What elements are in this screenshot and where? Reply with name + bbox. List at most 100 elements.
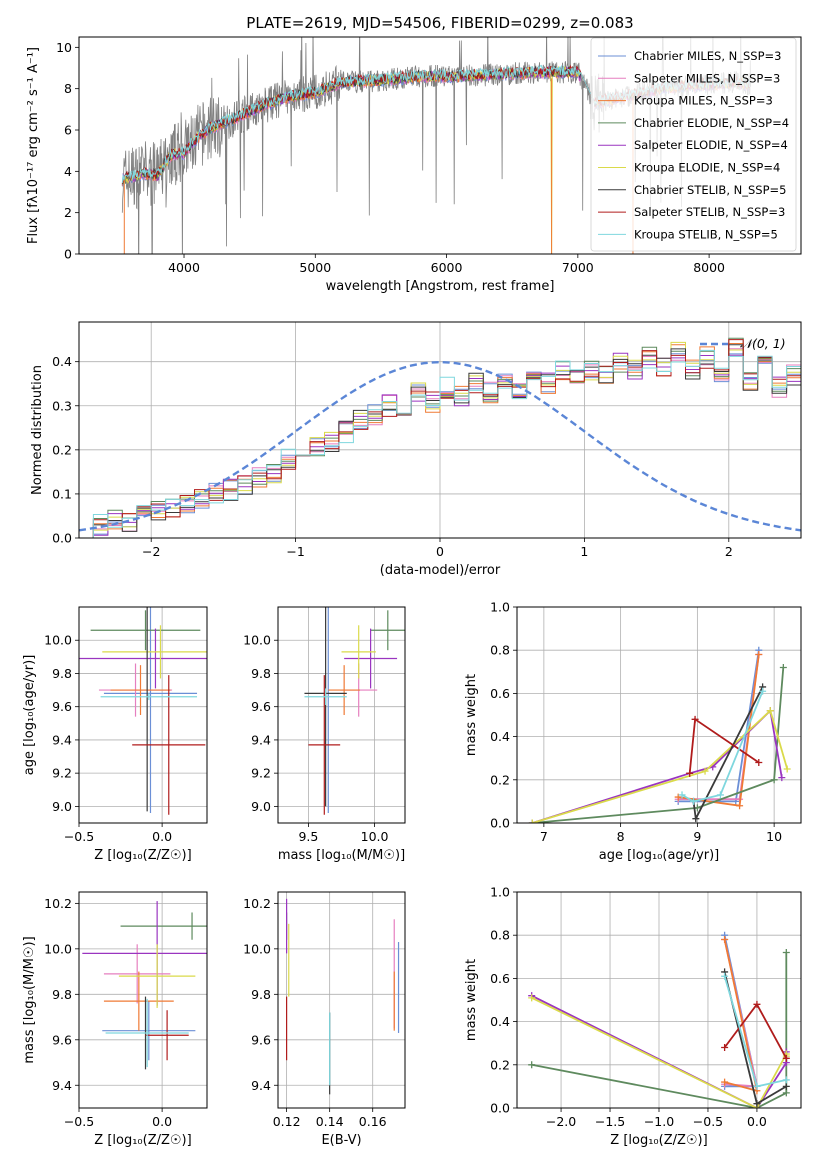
y-tick-label: 8: [64, 81, 72, 96]
x-tick-label: 9: [693, 829, 701, 844]
y-tick-label: 0.3: [52, 398, 72, 413]
y-tick-label: 0.4: [490, 729, 510, 744]
x-tick-label: 8000: [693, 260, 725, 275]
y-tick-label: 0.8: [490, 928, 510, 943]
histogram-kroupa-stelib: [79, 349, 801, 538]
weight-marker-chabrier-elodie: [770, 776, 778, 784]
weight-marker-salpeter-stelib: [721, 1044, 729, 1052]
y-tick-label: 4: [64, 164, 72, 179]
weight-marker-salpeter-stelib: [755, 759, 763, 767]
panel-weight_vs_age: 7 8 9 10 0.0 0.2 0.4 0.6 0.8 1.0 age [log₁₀(age/yr…: [464, 600, 802, 863]
weight-marker-chabrier-elodie: [782, 1089, 790, 1097]
y-tick-label: 2: [64, 205, 72, 220]
grid-lines: [517, 891, 801, 1109]
x-tick-label: −0.5: [693, 1114, 723, 1129]
x-tick-label: 0.0: [152, 829, 172, 844]
y-tick-label: 0.0: [490, 816, 510, 831]
x-axis-label: Z [log₁₀(Z/Z☉)]: [94, 1133, 191, 1148]
plot-area: [79, 607, 207, 815]
y-tick-label: 9.4: [251, 1078, 271, 1093]
errorbar-salpeter-stelib: [132, 675, 206, 815]
errorbar-chabrier-elodie: [370, 610, 405, 651]
y-tick-label: 9.4: [52, 732, 72, 747]
grid-lines: [78, 607, 207, 823]
y-axis-label: Normed distribution: [30, 365, 45, 495]
normal-curve: [79, 360, 801, 532]
weight-marker-chabrier-elodie: [779, 663, 787, 671]
panel-mass_vs_Z: −0.5 0.0 9.4 9.6 9.8 10.0 10.2 Z [log₁₀(Z/Z☉)] m…: [22, 891, 208, 1148]
weight-marker-salpeter-stelib: [686, 769, 694, 777]
y-axis-label: age [log₁₀(age/yr)]: [22, 655, 37, 776]
plot-area: [286, 898, 400, 1095]
errorbar-kroupa-elodie: [118, 944, 196, 1008]
weight-marker-kroupa-stelib: [759, 687, 767, 695]
y-tick-label: 6: [64, 123, 72, 138]
y-tick-label: 9.0: [251, 799, 271, 814]
weight-marker-kroupa-miles: [721, 936, 729, 944]
y-tick-label: 9.6: [251, 699, 271, 714]
legend: 𝒩(0, 1): [700, 336, 786, 351]
weight-marker-chabrier-elodie: [782, 948, 790, 956]
axes-frame: [277, 606, 406, 824]
legend-label-chabrier-elodie: Chabrier ELODIE, N_SSP=4: [634, 116, 789, 130]
y-tick-label: 10.0: [44, 941, 72, 956]
y-tick-label: 10.2: [44, 896, 72, 911]
errorbar-chabrier-elodie: [120, 912, 207, 940]
y-axis-label: mass weight: [464, 959, 479, 1041]
weight-marker-kroupa-miles: [755, 651, 763, 659]
y-axis-label: mass [log₁₀(M/M☉)]: [22, 936, 37, 1063]
x-tick-label: 0.14: [316, 1114, 344, 1129]
x-axis-label: Z [log₁₀(Z/Z☉)]: [610, 1133, 707, 1148]
weight-marker-kroupa-stelib: [721, 972, 729, 980]
grid-lines: [278, 607, 405, 823]
axes-frame: [516, 606, 802, 824]
legend-label-salpeter-miles: Salpeter MILES, N_SSP=3: [634, 71, 780, 85]
errorbar-kroupa-stelib: [304, 688, 347, 706]
errorbar-chabrier-elodie: [90, 610, 201, 651]
x-tick-label: 0.0: [747, 1114, 767, 1129]
errorbar-salpeter-stelib: [145, 1010, 189, 1061]
weight-marker-salpeter-stelib: [782, 1054, 790, 1062]
weight-line-chabrier-elodie: [531, 952, 788, 1108]
legend-box: [590, 37, 797, 252]
weight-marker-chabrier-stelib: [782, 1082, 790, 1090]
y-tick-label: 9.0: [52, 799, 72, 814]
x-tick-label: −2: [142, 544, 160, 559]
y-tick-label: 10.2: [243, 896, 271, 911]
y-tick-label: 9.6: [52, 699, 72, 714]
y-tick-label: 0.2: [52, 442, 72, 457]
grid-lines: [278, 892, 405, 1108]
x-axis-label: age [log₁₀(age/yr)]: [599, 848, 720, 863]
y-tick-label: 0.1: [52, 486, 72, 501]
weight-line-kroupa-elodie: [532, 709, 789, 823]
y-tick-label: 0.6: [490, 971, 510, 986]
histogram-chabrier-miles: [79, 353, 801, 538]
errorbar-salpeter-miles: [103, 944, 171, 1004]
errorbar-kroupa-miles: [110, 665, 171, 715]
errorbar-salpeter-stelib: [308, 675, 341, 815]
errorbar-kroupa-elodie: [341, 625, 376, 679]
weight-line-chabrier-elodie: [532, 667, 785, 823]
weight-line-kroupa-stelib: [681, 690, 764, 803]
axes-frame: [78, 321, 802, 539]
errorbar-kroupa-miles: [103, 971, 174, 1031]
x-tick-label: 7: [540, 829, 548, 844]
y-tick-label: 1.0: [490, 600, 510, 615]
y-axis-label: mass weight: [464, 674, 479, 756]
x-tick-label: 6000: [431, 260, 463, 275]
legend-label-kroupa-elodie: Kroupa ELODIE, N_SSP=4: [634, 161, 780, 175]
legend-label-normal: 𝒩(0, 1): [740, 336, 786, 351]
weight-marker-kroupa-stelib: [716, 791, 724, 799]
y-tick-label: 10.0: [243, 941, 271, 956]
y-tick-label: 0: [64, 247, 72, 262]
figure-title: PLATE=2619, MJD=54506, FIBERID=0299, z=0…: [246, 14, 633, 32]
weight-marker-kroupa-elodie: [783, 765, 791, 773]
plot-area: [82, 901, 207, 1070]
y-tick-label: 1.0: [490, 885, 510, 900]
x-tick-label: −1.5: [595, 1114, 625, 1129]
legend: Chabrier MILES, N_SSP=3 Salpeter MILES, N…: [590, 37, 797, 252]
y-tick-label: 10: [56, 40, 72, 55]
errorbar-kroupa-stelib: [100, 693, 198, 701]
